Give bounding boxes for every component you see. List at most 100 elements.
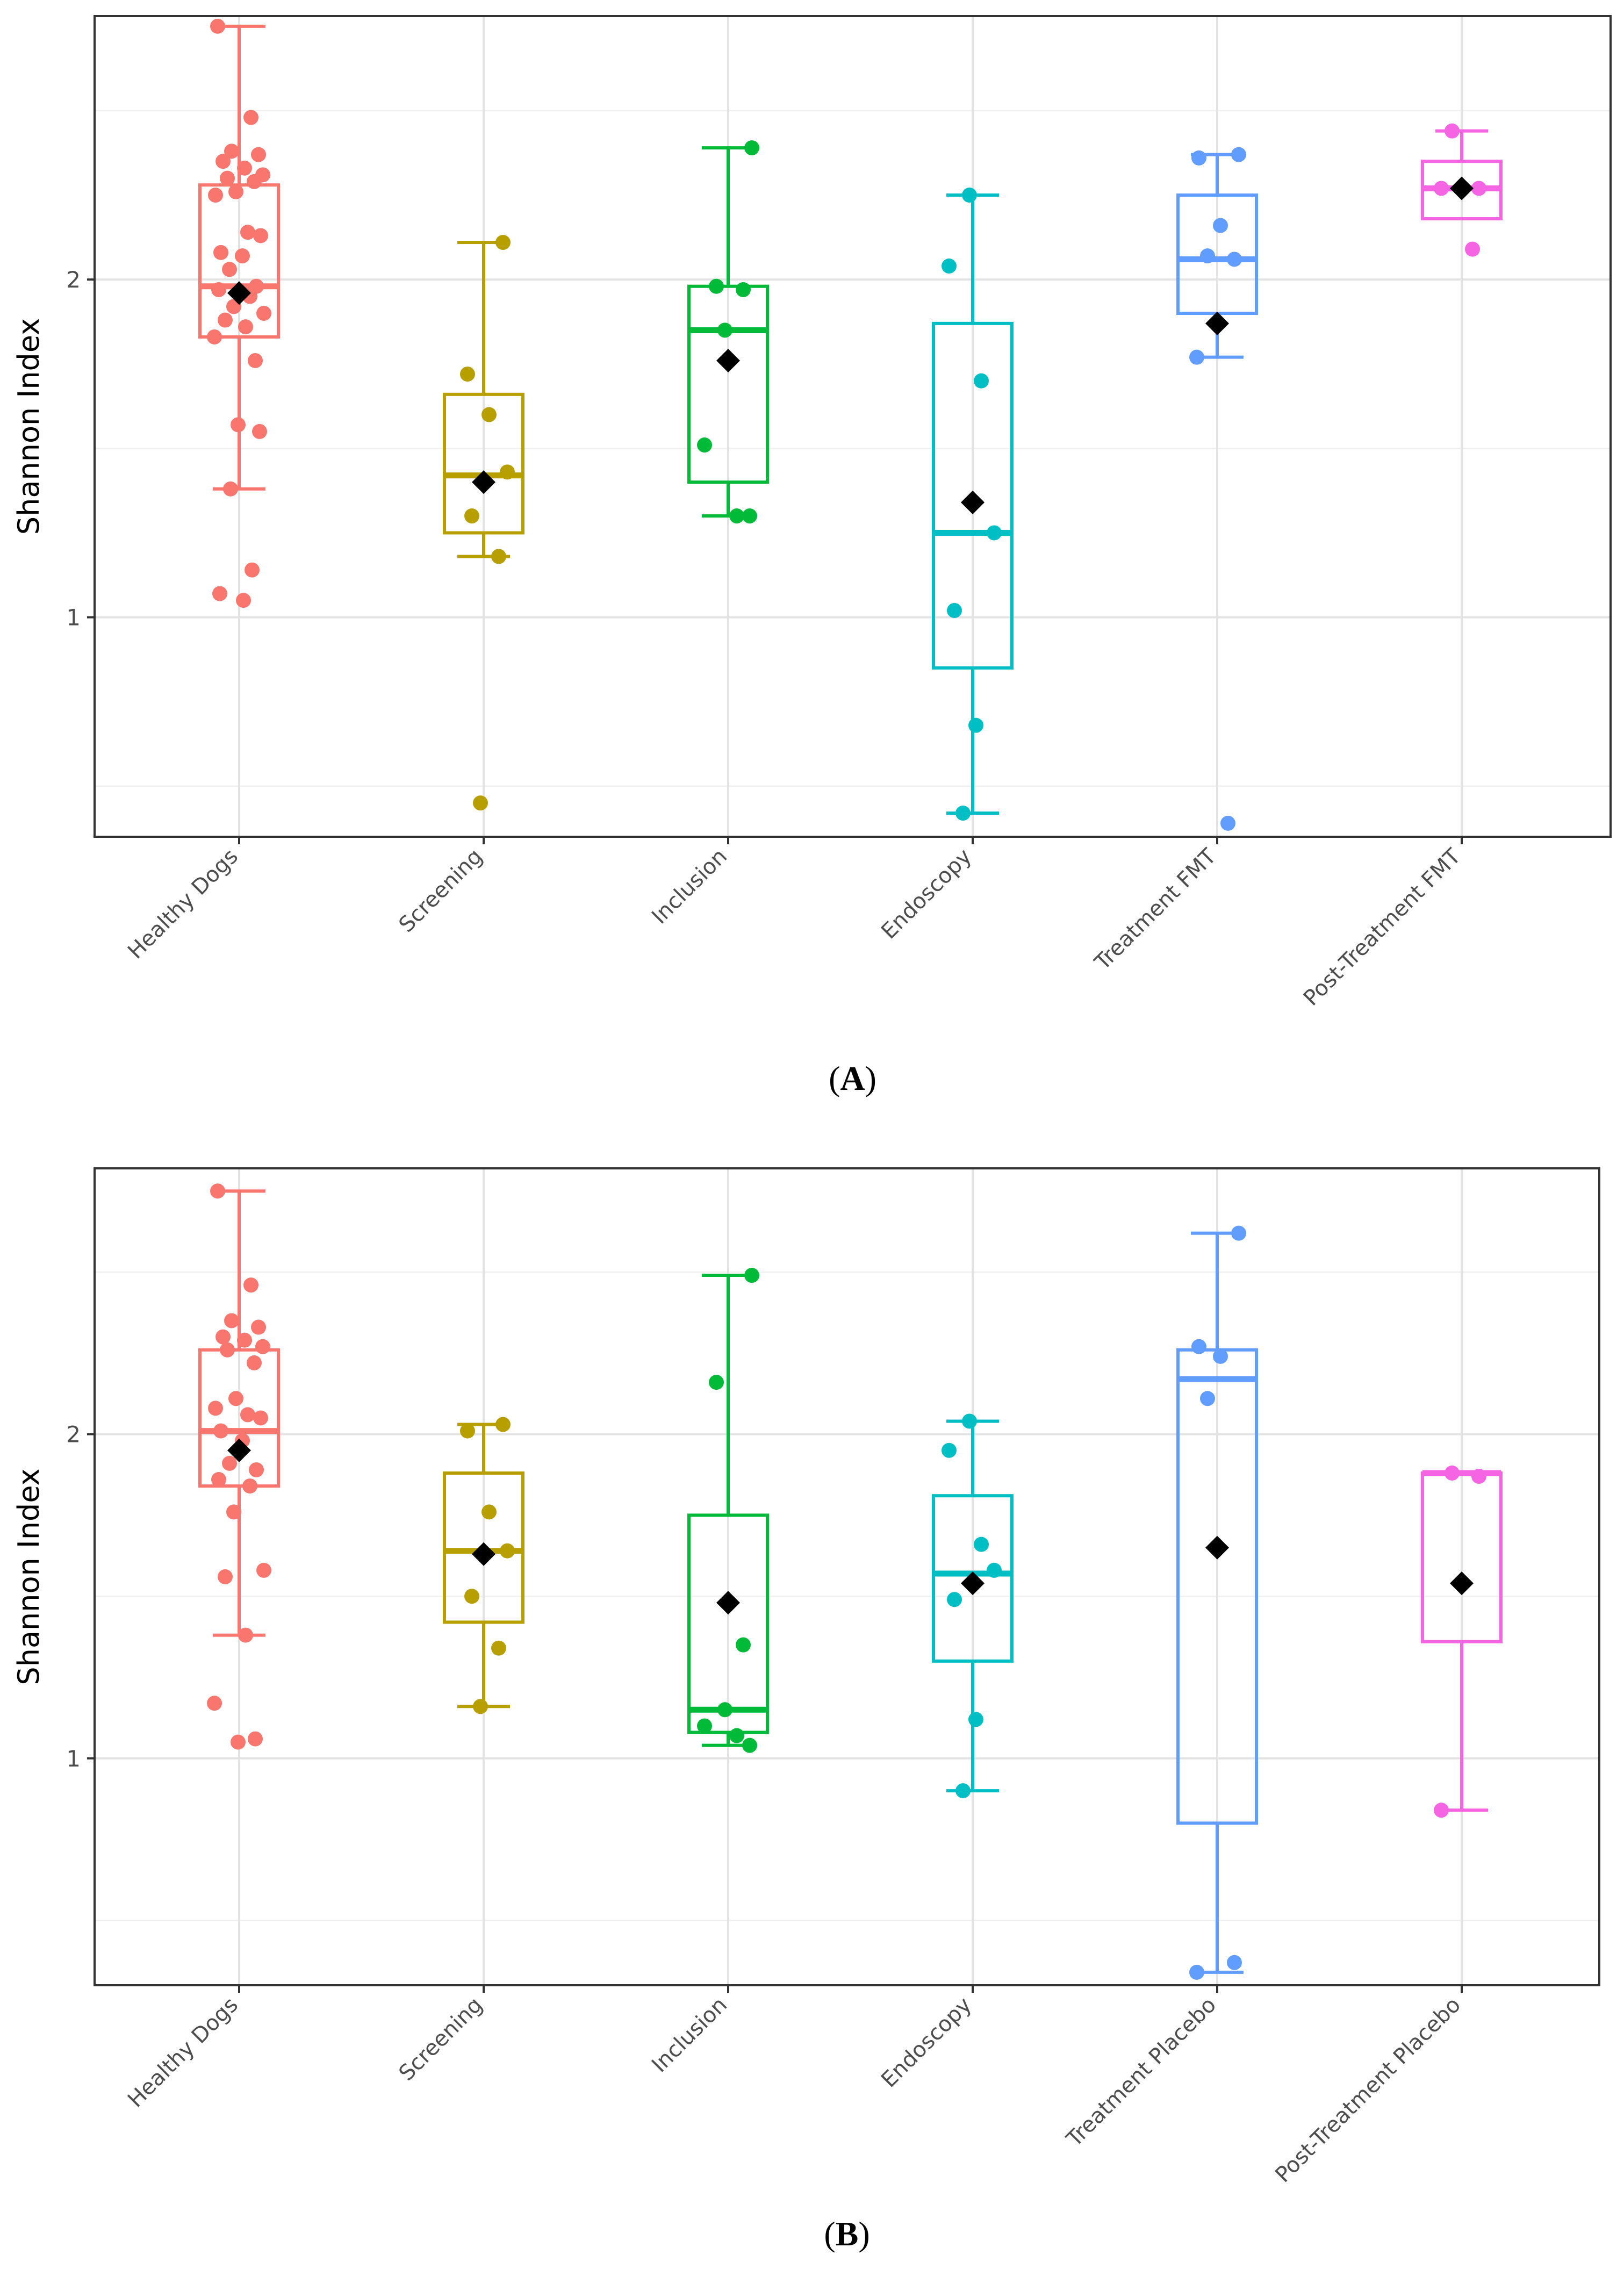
plot-area	[95, 16, 1611, 837]
data-point	[495, 235, 511, 250]
panel-caption: (B)	[824, 2215, 870, 2253]
data-point	[207, 329, 222, 344]
data-point	[251, 147, 266, 162]
data-point	[1191, 1339, 1206, 1354]
data-point	[460, 1423, 475, 1439]
box-iqr	[932, 1494, 1014, 1663]
data-point	[220, 170, 235, 186]
data-point	[238, 1627, 253, 1643]
data-point	[717, 322, 732, 338]
data-point	[222, 262, 237, 277]
box-iqr	[1176, 193, 1258, 315]
data-point	[947, 1592, 962, 1607]
box-iqr	[687, 284, 769, 484]
points-endoscopy	[942, 188, 1002, 821]
data-point	[218, 1569, 233, 1584]
box-iqr	[1176, 1348, 1258, 1825]
points-screening	[460, 1417, 515, 1714]
mean-marker	[1450, 1571, 1474, 1596]
mean-marker	[227, 281, 251, 305]
data-point	[1227, 252, 1242, 267]
data-point	[1231, 147, 1246, 162]
data-point	[237, 1332, 252, 1348]
mean-marker	[1450, 176, 1474, 200]
data-point	[962, 1413, 977, 1429]
data-point	[210, 1183, 225, 1199]
data-point	[736, 1637, 751, 1653]
data-point	[955, 806, 971, 821]
box-iqr	[443, 1471, 524, 1624]
data-point	[218, 312, 233, 328]
data-point	[974, 1536, 989, 1552]
y-tick-label: 1	[66, 1746, 81, 1772]
data-point	[240, 1407, 255, 1423]
data-point	[942, 259, 957, 274]
mean-marker	[716, 348, 740, 372]
data-point	[215, 1329, 231, 1345]
y-tick-label: 1	[66, 605, 81, 631]
data-point	[1227, 1955, 1242, 1970]
y-tick-label: 2	[66, 267, 81, 293]
points-endoscopy	[942, 1413, 1002, 1799]
data-point	[974, 373, 989, 389]
data-point	[955, 1783, 971, 1799]
data-point	[248, 1731, 263, 1747]
data-point	[987, 1562, 1002, 1578]
data-point	[252, 423, 267, 439]
data-point	[464, 1589, 479, 1604]
data-point	[1200, 1391, 1215, 1406]
points-treatment-fmt	[1189, 147, 1246, 831]
data-point	[207, 1696, 222, 1711]
data-point	[237, 160, 252, 176]
data-point	[1220, 815, 1235, 831]
box-post-treatment-placebo	[1421, 1470, 1503, 1812]
data-point	[697, 437, 712, 453]
data-point	[242, 1478, 257, 1494]
data-point	[1213, 218, 1228, 233]
data-point	[1445, 1465, 1460, 1481]
data-point	[210, 18, 225, 34]
plot-border	[94, 15, 1612, 838]
data-point	[744, 1268, 759, 1283]
points-screening	[460, 235, 515, 811]
data-point	[211, 282, 226, 297]
plot-area	[95, 1168, 1599, 1985]
data-point	[236, 593, 251, 608]
data-point	[208, 188, 223, 203]
data-point	[228, 184, 243, 199]
data-point	[226, 1504, 241, 1520]
data-point	[460, 367, 475, 382]
data-point	[987, 525, 1002, 541]
data-point	[213, 245, 228, 260]
data-point	[251, 1319, 266, 1335]
data-point	[1434, 181, 1449, 196]
data-point	[235, 248, 250, 264]
data-point	[968, 1712, 983, 1727]
data-point	[222, 1455, 237, 1471]
data-point	[256, 1562, 271, 1578]
points-inclusion	[697, 140, 759, 524]
box-iqr	[932, 321, 1014, 670]
data-point	[491, 1640, 506, 1656]
data-point	[729, 1728, 744, 1743]
data-point	[1231, 1225, 1246, 1241]
y-axis-title: Shannon Index	[12, 318, 46, 535]
data-point	[1471, 1469, 1486, 1484]
mean-marker	[227, 1438, 251, 1462]
data-point	[249, 1462, 264, 1477]
data-point	[255, 1339, 270, 1354]
data-point	[223, 481, 238, 497]
box-iqr	[687, 1513, 769, 1734]
mean-marker	[472, 1542, 495, 1566]
points-healthy-dogs	[207, 18, 271, 608]
data-point	[482, 1504, 497, 1520]
data-point	[729, 508, 744, 524]
box-iqr	[1421, 1471, 1503, 1643]
data-point	[224, 143, 239, 159]
points-post-treatment-fmt	[1434, 123, 1486, 257]
box-healthy-dogs	[198, 1189, 280, 1637]
data-point	[211, 1472, 226, 1488]
data-point	[1465, 241, 1480, 257]
